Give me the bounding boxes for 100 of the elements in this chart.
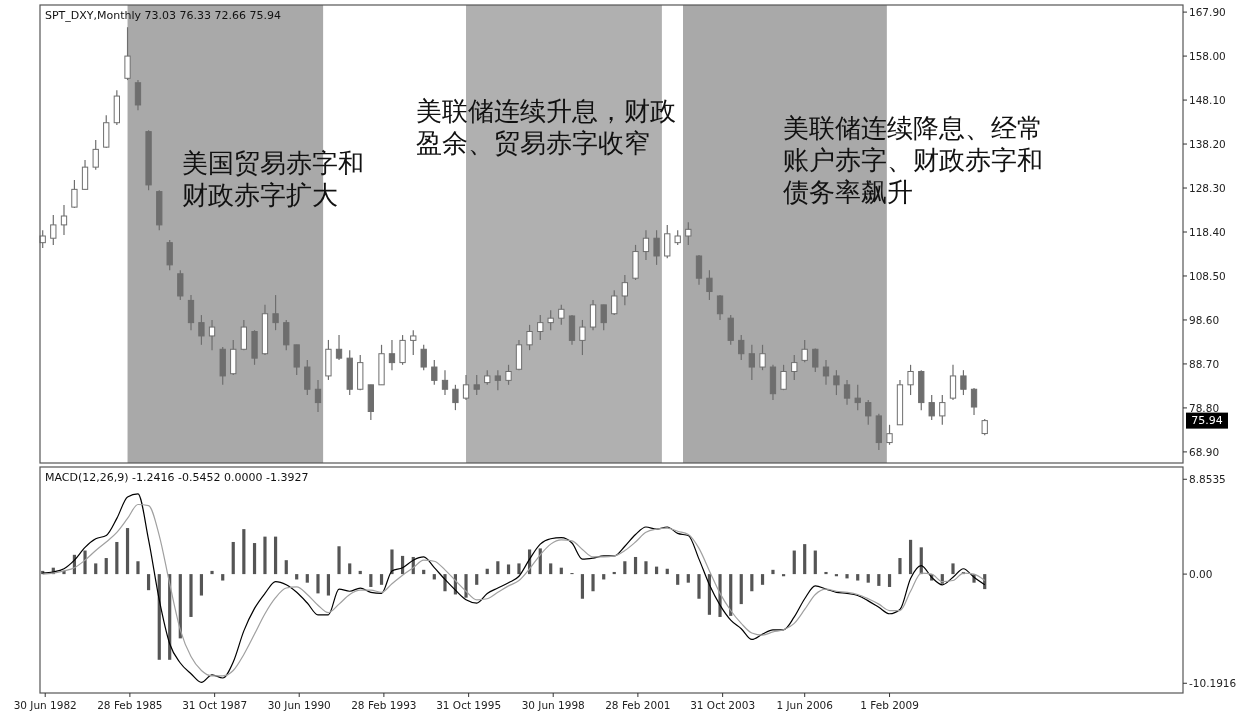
x-tick-label: 30 Jun 1990 [267,699,331,711]
candlestick [494,369,501,391]
candlestick [198,314,205,346]
x-tick-label: 28 Feb 1985 [97,699,163,711]
candlestick [547,309,554,331]
bar [199,574,204,596]
bar [898,558,902,575]
bar [517,563,521,575]
bar [750,574,754,592]
y-tick-label: 8.8535 [1189,472,1226,485]
candlestick [780,364,787,391]
candlestick [833,369,840,396]
y-tick-label: 78.80 [1189,401,1220,414]
candlestick [420,344,427,371]
y-tick-label: 88.70 [1189,357,1220,370]
bar [379,574,384,585]
x-tick-label: 1 Jun 2006 [776,699,834,711]
bar [887,574,892,587]
bar [580,574,585,599]
y-tick-label: 148.10 [1189,93,1226,106]
bar [104,558,108,575]
candlestick [642,229,650,261]
bar [771,569,775,575]
bar [94,563,98,575]
y-tick-label: 68.90 [1189,445,1220,458]
candlestick [187,294,195,331]
band-label: 美国贸易赤字和财政赤字扩大 [181,148,364,210]
candlestick [886,424,893,446]
candlestick [304,359,311,396]
candlestick [759,344,766,371]
candlestick [50,214,57,246]
bar [115,541,119,575]
chart-title: SPT_DXY,Monthly 73.03 76.33 72.66 75.94 [45,9,282,22]
candlestick [452,384,459,411]
bar [549,563,553,575]
bar [475,574,479,585]
bar [792,550,796,575]
bar [697,574,701,599]
y-tick-label: 138.20 [1189,137,1226,150]
candlestick [738,334,745,361]
x-tick-label: 31 Oct 1995 [436,699,502,711]
x-tick-label: 31 Oct 1987 [182,699,248,711]
x-tick-label: 1 Feb 2009 [860,699,919,711]
bar [358,570,362,575]
bar [623,561,627,575]
bar [136,561,140,575]
y-tick-label: 128.30 [1189,181,1226,194]
bar [326,574,331,596]
candlestick [208,319,216,351]
bar [337,546,341,575]
candlestick [801,339,808,363]
candlestick [621,274,628,306]
bar [210,570,214,575]
candlestick [314,379,322,413]
candlestick [843,379,851,406]
candlestick [283,319,290,351]
candlestick [791,354,798,381]
bar [506,564,511,575]
candlestick [589,299,597,331]
candlestick [727,314,734,346]
bar [559,567,563,575]
candlestick [60,204,68,236]
candlestick [177,269,184,301]
bar [284,560,288,575]
bar [845,574,849,579]
band-label: 美联储连续升息，财政盈余、贸易赤字收窄 [416,96,677,158]
candlestick [970,387,978,416]
bar [866,574,870,583]
bar [83,550,87,575]
candlestick [558,304,565,326]
bar [676,574,680,585]
candlestick [716,294,724,321]
candlestick [579,319,586,356]
bar [189,574,193,617]
bar [231,541,235,575]
candlestick [71,179,78,209]
y-tick-label: 158.00 [1189,49,1226,62]
candlestick [748,344,755,381]
candlestick [431,359,438,386]
candlestick [664,224,671,259]
candlestick [272,294,279,331]
chart-title: MACD(12,26,9) -1.2416 -0.5452 0.0000 -1.3927 [45,471,309,484]
candlestick [92,139,99,171]
candlestick [706,269,713,301]
x-tick-label: 30 Jun 1982 [13,699,77,711]
bar [263,536,267,575]
bar [390,549,394,575]
y-tick-label: 0.00 [1189,567,1213,580]
candlestick [822,359,830,386]
candlestick [293,344,300,376]
y-tick-label: 98.60 [1189,313,1220,326]
candlestick [124,26,131,81]
candlestick [81,159,89,191]
y-tick-label: -10.1916 [1189,676,1237,689]
candlestick [335,334,343,361]
bar [824,571,828,575]
bar [242,529,246,575]
candlestick [695,254,703,286]
bar [856,574,860,581]
bar [644,561,648,575]
